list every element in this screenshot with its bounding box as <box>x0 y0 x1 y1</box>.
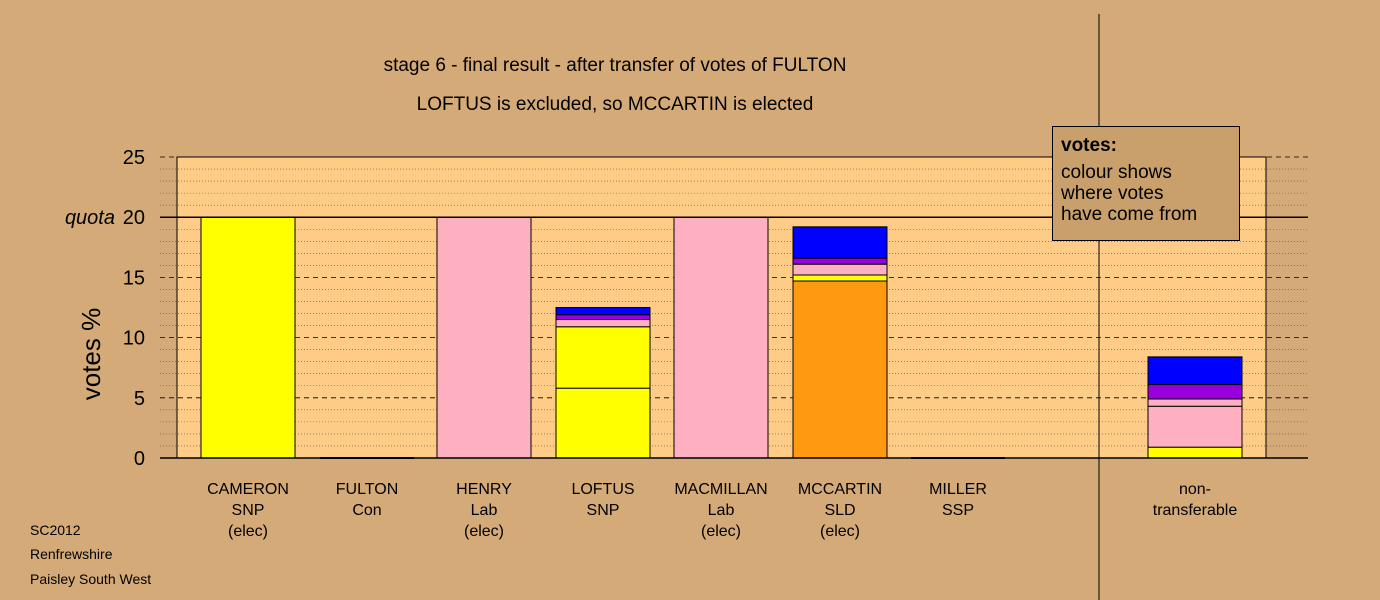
candidate-label: FULTON Con <box>302 479 432 521</box>
bar-segment <box>792 263 888 276</box>
candidate-party: transferable <box>1152 502 1238 519</box>
bar-segment <box>1147 405 1243 448</box>
legend-line: where votes <box>1061 183 1164 204</box>
footer-council: Renfrewshire <box>30 546 113 562</box>
bar-segment <box>555 314 651 321</box>
candidate-party: Con <box>352 502 382 519</box>
candidate-party: SNP <box>586 502 620 519</box>
bar-segment <box>792 226 888 259</box>
bar-segment <box>1147 446 1243 459</box>
bar-segment <box>436 216 532 459</box>
candidate-label: CAMERON SNP (elec) <box>183 479 313 542</box>
candidate-name: MACMILLAN <box>674 481 768 498</box>
y-tick-label: 25 <box>123 147 145 169</box>
footer-election: SC2012 <box>30 522 81 538</box>
candidate-name: MCCARTIN <box>797 481 883 498</box>
candidate-label: MCCARTIN SLD (elec) <box>775 479 905 542</box>
y-axis-label: votes % <box>76 308 106 401</box>
y-tick-label: 0 <box>134 448 145 470</box>
candidate-status: (elec) <box>463 523 504 540</box>
candidate-name: CAMERON <box>207 481 289 498</box>
candidate-label: non-transferable <box>1130 479 1260 521</box>
legend: votes: colour shows where votes have com… <box>1052 126 1240 241</box>
chart-subtitle: LOFTUS is excluded, so MCCARTIN is elect… <box>416 94 814 115</box>
candidate-party: Lab <box>707 502 735 519</box>
legend-line: colour shows <box>1061 162 1172 183</box>
quota-label: quota <box>65 207 115 229</box>
y-tick-label: 20 <box>123 207 145 229</box>
bar-segment <box>200 216 296 459</box>
y-tick-label: 10 <box>123 328 145 350</box>
bar-segment <box>555 387 651 459</box>
bar-segment <box>792 280 888 459</box>
bar-segment <box>673 216 769 459</box>
legend-line: have come from <box>1061 204 1198 225</box>
candidate-label: HENRY Lab (elec) <box>419 479 549 542</box>
candidate-name: non- <box>1178 481 1212 498</box>
bar-segment <box>1147 384 1243 400</box>
candidate-label: MILLER SSP <box>893 479 1023 521</box>
y-tick-label: 5 <box>134 388 145 410</box>
candidate-party: SNP <box>231 502 265 519</box>
bar-segment <box>1147 398 1243 407</box>
candidate-name: FULTON <box>335 481 399 498</box>
footer-ward: Paisley South West <box>30 571 152 587</box>
bar-segment <box>792 257 888 265</box>
candidate-name: HENRY <box>456 481 512 498</box>
candidate-status: (elec) <box>227 523 268 540</box>
candidate-name: MILLER <box>929 481 987 498</box>
candidate-name: LOFTUS <box>571 481 635 498</box>
y-tick-label: 15 <box>123 267 145 289</box>
candidate-party: SLD <box>824 502 856 519</box>
legend-title: votes: <box>1061 135 1117 156</box>
candidate-label: LOFTUS SNP <box>538 479 668 521</box>
candidate-party: SSP <box>941 502 974 519</box>
bar-segment <box>555 319 651 328</box>
candidate-label: MACMILLAN Lab (elec) <box>656 479 786 542</box>
bar-segment <box>555 307 651 316</box>
bar-segment <box>792 274 888 282</box>
candidate-status: (elec) <box>819 523 860 540</box>
bar-segment <box>555 326 651 389</box>
candidate-party: Lab <box>470 502 498 519</box>
chart-title: stage 6 - final result - after transfer … <box>383 55 847 76</box>
candidate-status: (elec) <box>700 523 741 540</box>
bar-segment <box>1147 356 1243 386</box>
